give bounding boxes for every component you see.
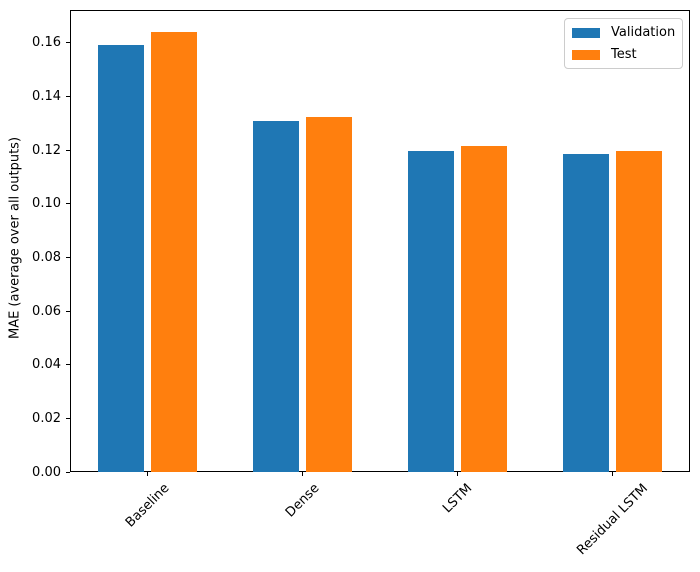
bar-test-baseline bbox=[150, 32, 198, 472]
legend: Validation Test bbox=[564, 18, 683, 69]
bar-validation-residual-lstm bbox=[562, 154, 610, 472]
legend-item-test: Test bbox=[572, 47, 674, 62]
y-tick-label: 0.08 bbox=[32, 249, 61, 265]
legend-swatch-test bbox=[572, 49, 600, 60]
x-tick-mark bbox=[147, 472, 148, 476]
y-tick-label: 0.12 bbox=[32, 142, 61, 158]
legend-label-test: Test bbox=[611, 47, 637, 62]
y-tick-mark bbox=[66, 203, 70, 205]
legend-item-validation: Validation bbox=[572, 25, 676, 40]
bar-validation-lstm bbox=[407, 151, 455, 472]
bar-validation-dense bbox=[252, 120, 300, 472]
x-tick-label: LSTM bbox=[439, 481, 475, 517]
x-tick-label: Baseline bbox=[122, 480, 172, 531]
x-tick-mark bbox=[457, 472, 458, 476]
y-tick-mark bbox=[66, 42, 70, 44]
y-tick-label: 0.10 bbox=[32, 196, 61, 212]
y-tick-label: 0.04 bbox=[32, 357, 61, 373]
y-tick-mark bbox=[66, 471, 70, 473]
x-tick-label: Residual LSTM bbox=[573, 481, 651, 558]
x-tick-mark bbox=[302, 472, 303, 476]
x-tick-mark bbox=[612, 472, 613, 476]
y-tick-mark bbox=[66, 310, 70, 312]
legend-swatch-validation bbox=[572, 27, 600, 38]
y-tick-label: 0.00 bbox=[32, 464, 61, 480]
y-tick-mark bbox=[66, 149, 70, 151]
bar-validation-baseline bbox=[97, 45, 145, 472]
y-tick-mark bbox=[66, 95, 70, 97]
x-tick-label: Dense bbox=[282, 480, 322, 521]
bar-test-dense bbox=[305, 116, 353, 472]
y-tick-label: 0.02 bbox=[32, 410, 61, 426]
y-tick-label: 0.14 bbox=[32, 88, 61, 104]
y-tick-label: 0.16 bbox=[32, 35, 61, 51]
y-tick-mark bbox=[66, 364, 70, 366]
y-tick-label: 0.06 bbox=[32, 303, 61, 319]
y-tick-mark bbox=[66, 256, 70, 258]
y-tick-mark bbox=[66, 417, 70, 419]
bar-test-residual-lstm bbox=[615, 151, 663, 472]
legend-label-validation: Validation bbox=[611, 25, 676, 40]
bar-test-lstm bbox=[460, 146, 508, 472]
